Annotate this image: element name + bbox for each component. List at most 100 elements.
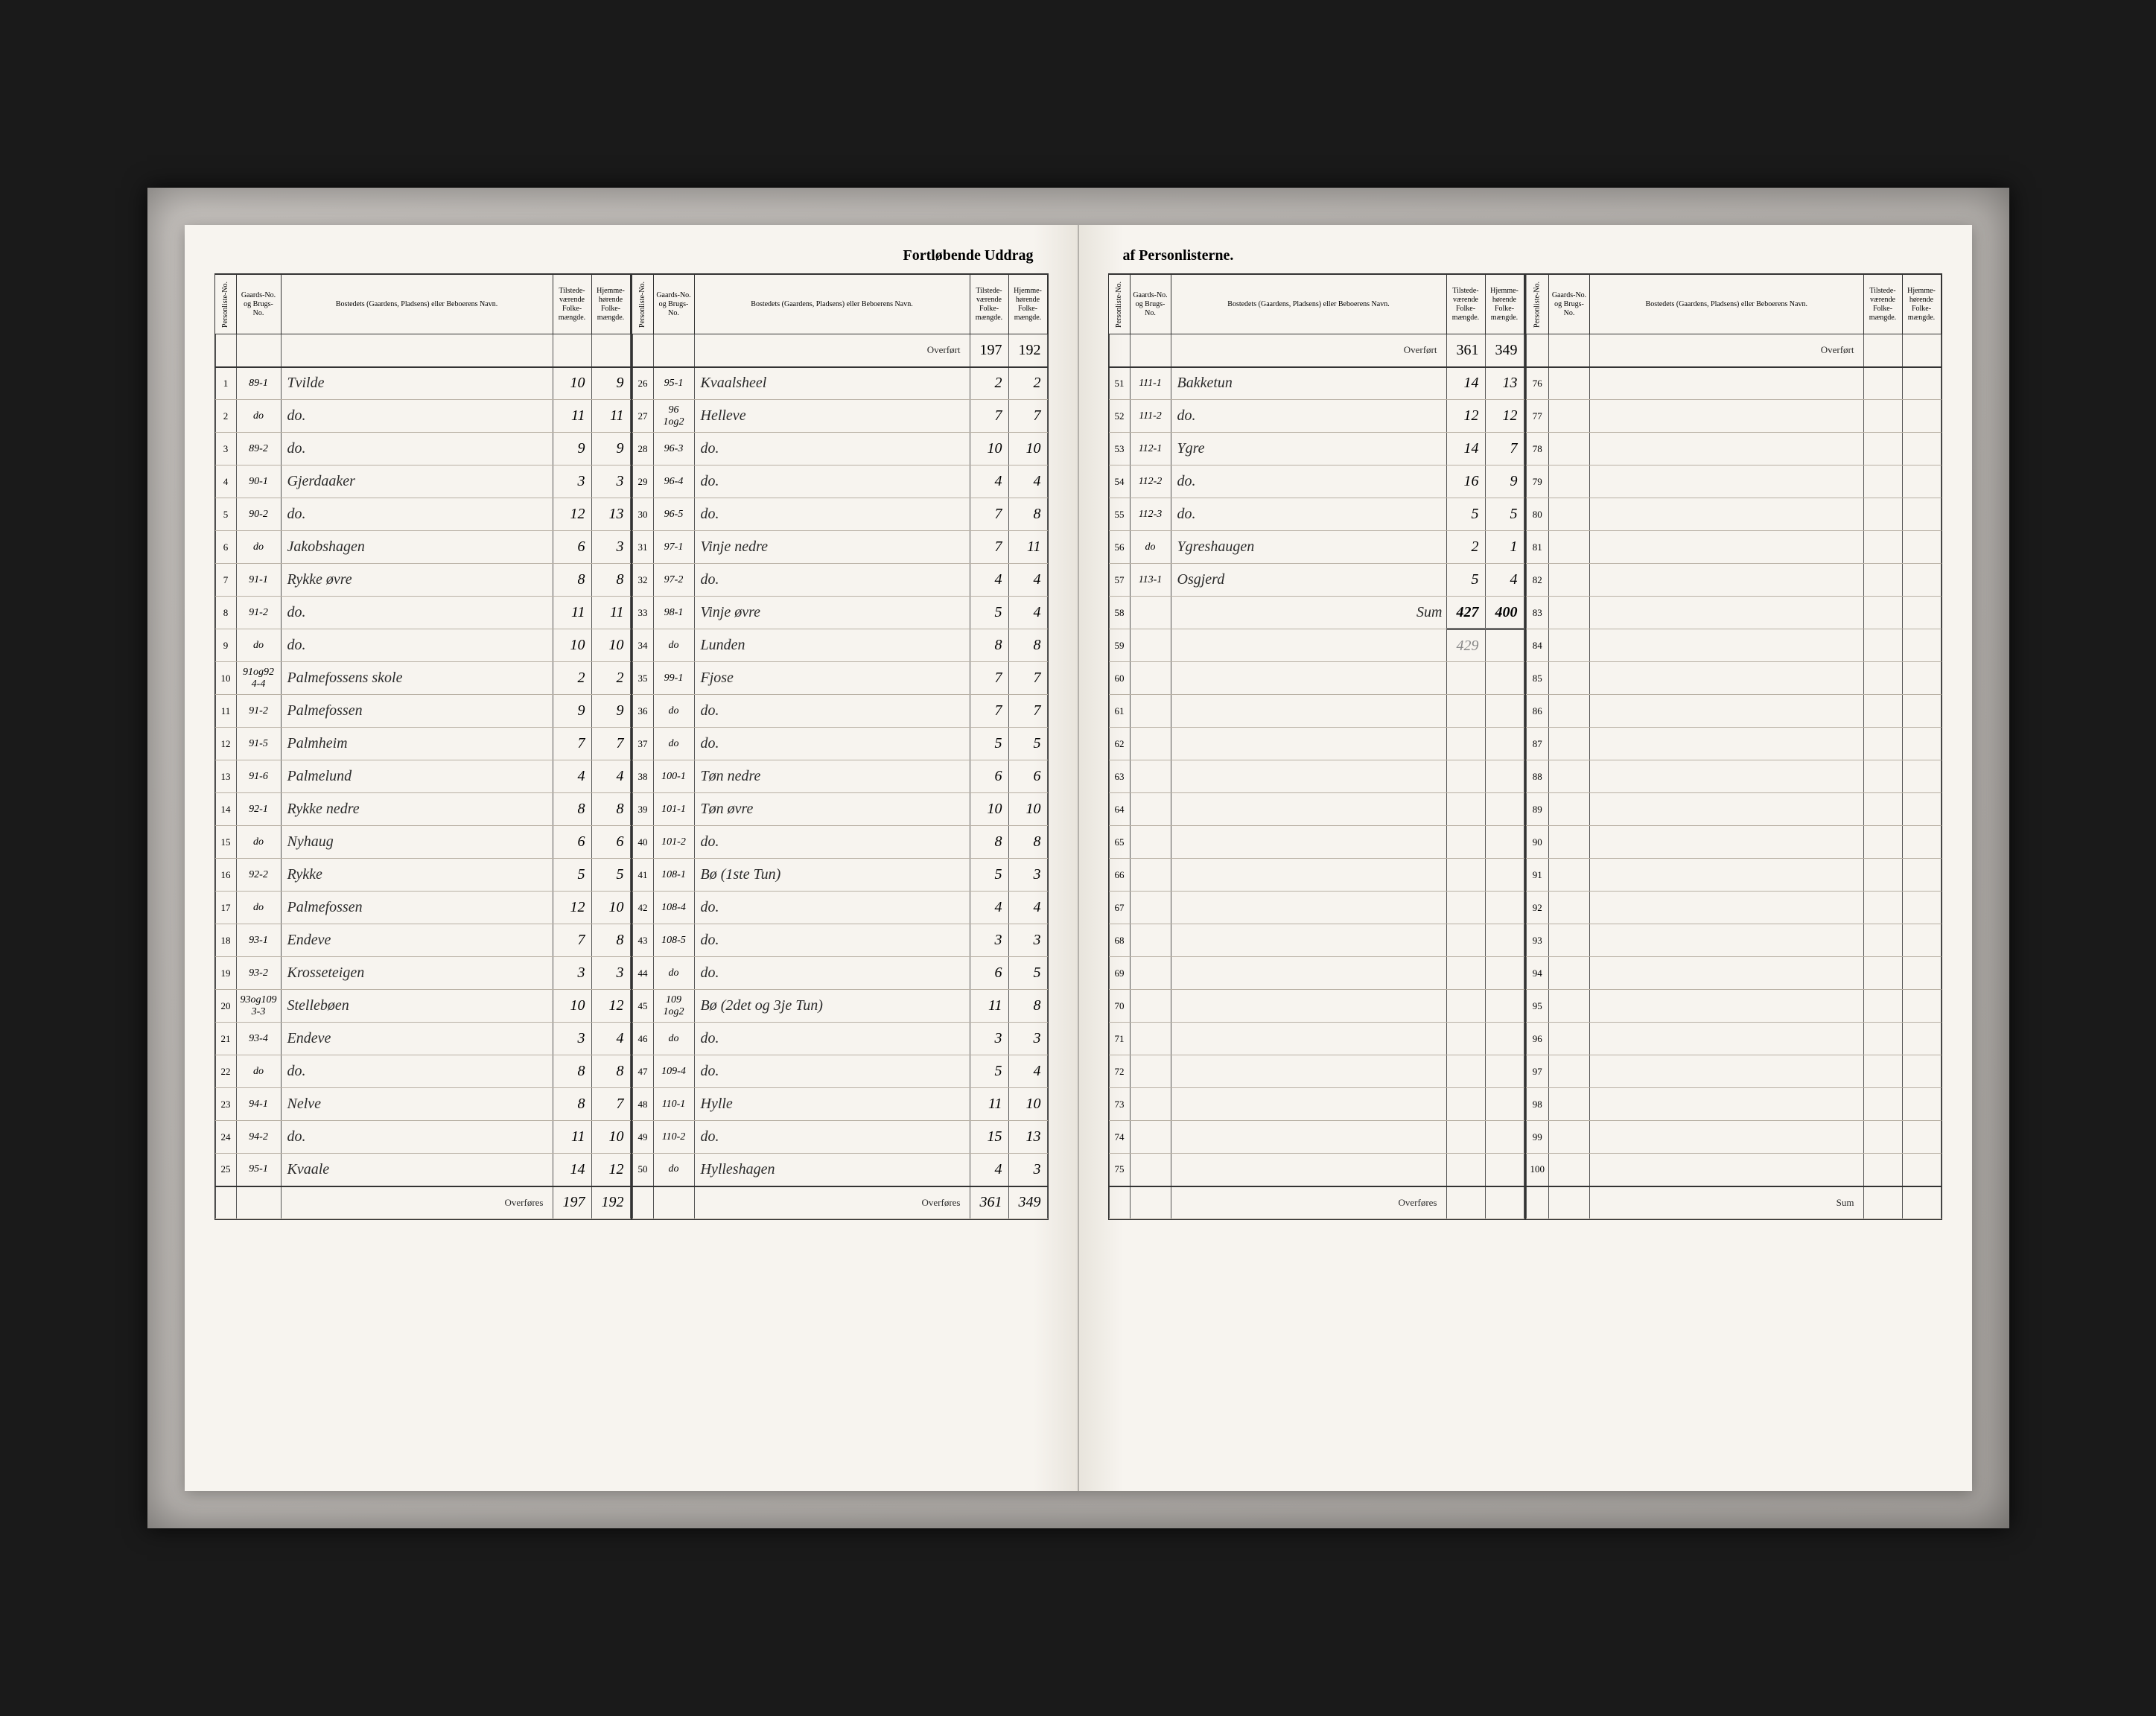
row-hjemme: 5 xyxy=(1485,498,1524,531)
row-num: 78 xyxy=(1526,433,1549,465)
row-gaard: 97-1 xyxy=(653,531,694,564)
row-name: Gjerdaaker xyxy=(281,465,553,498)
photo-frame: Fortløbende Uddrag Personliste-No. Gaard… xyxy=(147,188,2009,1528)
row-tilstede: 5 xyxy=(1446,564,1485,597)
row-hjemme xyxy=(1485,1055,1524,1088)
row-gaard xyxy=(1549,433,1590,465)
row-tilstede: 10 xyxy=(970,793,1008,826)
table-row: 97 xyxy=(1526,1055,1941,1088)
row-hjemme xyxy=(1485,1121,1524,1154)
table-row: 74 xyxy=(1109,1121,1524,1154)
row-name: do. xyxy=(694,1023,970,1055)
table-row: 78 xyxy=(1526,433,1941,465)
table-row: 62 xyxy=(1109,728,1524,760)
row-hjemme xyxy=(1902,400,1941,433)
table-row: 96 xyxy=(1526,1023,1941,1055)
row-tilstede xyxy=(1863,1023,1902,1055)
row-gaard xyxy=(1549,760,1590,793)
row-tilstede: 2 xyxy=(970,367,1008,400)
row-num: 7 xyxy=(215,564,236,597)
row-name xyxy=(1171,1154,1446,1186)
row-gaard xyxy=(1130,1121,1171,1154)
row-hjemme: 11 xyxy=(591,597,630,629)
overfores-t xyxy=(1446,1186,1485,1219)
row-name: do. xyxy=(694,433,970,465)
row-name: do. xyxy=(694,1121,970,1154)
row-name xyxy=(1590,760,1864,793)
row-hjemme xyxy=(1485,728,1524,760)
table-row: 17doPalmefossen1210 xyxy=(215,892,630,924)
table-row: 2394-1Nelve87 xyxy=(215,1088,630,1121)
row-tilstede xyxy=(1863,728,1902,760)
row-name: do. xyxy=(281,433,553,465)
row-num: 14 xyxy=(215,793,236,826)
row-gaard: 101-1 xyxy=(653,793,694,826)
row-hjemme: 8 xyxy=(1008,826,1047,859)
row-gaard: 91-2 xyxy=(236,695,281,728)
row-num: 69 xyxy=(1109,957,1130,990)
table-row: 2595-1Kvaale1412 xyxy=(215,1154,630,1186)
row-gaard xyxy=(1549,465,1590,498)
row-tilstede: 14 xyxy=(1446,367,1485,400)
row-gaard: 89-2 xyxy=(236,433,281,465)
row-num: 29 xyxy=(632,465,653,498)
row-name: do. xyxy=(694,498,970,531)
table-row: 51111-1Bakketun1413 xyxy=(1109,367,1524,400)
row-tilstede xyxy=(1863,662,1902,695)
row-hjemme xyxy=(1902,990,1941,1023)
row-tilstede: 2 xyxy=(1446,531,1485,564)
table-row: 92 xyxy=(1526,892,1941,924)
row-hjemme xyxy=(1485,662,1524,695)
row-num: 62 xyxy=(1109,728,1130,760)
row-name: Tøn øvre xyxy=(694,793,970,826)
table-1: Personliste-No. Gaards-No. og Brugs-No. … xyxy=(215,274,631,1219)
row-hjemme xyxy=(1485,990,1524,1023)
row-num: 23 xyxy=(215,1088,236,1121)
row-hjemme: 10 xyxy=(591,892,630,924)
hdr-hjemme: Hjemme-hørende Folke-mængde. xyxy=(1485,275,1524,334)
row-gaard xyxy=(1549,367,1590,400)
row-name xyxy=(1171,859,1446,892)
table-row: 6doJakobshagen63 xyxy=(215,531,630,564)
row-tilstede xyxy=(1446,1121,1485,1154)
row-gaard: 93-2 xyxy=(236,957,281,990)
overfores-h: 349 xyxy=(1008,1186,1047,1219)
row-name: Palmefossen xyxy=(281,695,553,728)
hdr-tilstede: Tilstede-værende Folke-mængde. xyxy=(1863,275,1902,334)
row-gaard: 112-1 xyxy=(1130,433,1171,465)
table-row: 54112-2do.169 xyxy=(1109,465,1524,498)
overfores-label: Sum xyxy=(1590,1186,1864,1219)
row-gaard: 96-4 xyxy=(653,465,694,498)
row-hjemme: 10 xyxy=(1008,793,1047,826)
table-row: 1492-1Rykke nedre88 xyxy=(215,793,630,826)
row-tilstede: 7 xyxy=(970,498,1008,531)
row-num: 39 xyxy=(632,793,653,826)
hdr-personliste: Personliste-No. xyxy=(1109,275,1130,334)
row-hjemme: 8 xyxy=(591,1055,630,1088)
row-num: 68 xyxy=(1109,924,1130,957)
row-tilstede xyxy=(1863,1121,1902,1154)
table-row: 49110-2do.1513 xyxy=(632,1121,1047,1154)
row-gaard: 108-1 xyxy=(653,859,694,892)
row-name xyxy=(1171,1023,1446,1055)
row-gaard: do xyxy=(653,1154,694,1186)
row-hjemme xyxy=(1902,433,1941,465)
row-hjemme: 4 xyxy=(591,760,630,793)
row-name: Ygreshaugen xyxy=(1171,531,1446,564)
table-row: 56doYgreshaugen21 xyxy=(1109,531,1524,564)
row-hjemme: 3 xyxy=(1008,1154,1047,1186)
row-hjemme xyxy=(1902,760,1941,793)
row-hjemme: 4 xyxy=(591,1023,630,1055)
row-name: Rykke xyxy=(281,859,553,892)
extra-sum: 429 xyxy=(1446,629,1485,662)
row-name: Stellebøen xyxy=(281,990,553,1023)
row-tilstede: 3 xyxy=(970,924,1008,957)
row-hjemme: 1 xyxy=(1485,531,1524,564)
hdr-gaard: Gaards-No. og Brugs-No. xyxy=(1549,275,1590,334)
table-row: 1692-2Rykke55 xyxy=(215,859,630,892)
table-row: 891-2do.1111 xyxy=(215,597,630,629)
table-row: 59429 xyxy=(1109,629,1524,662)
row-gaard xyxy=(1549,1121,1590,1154)
row-tilstede xyxy=(1863,793,1902,826)
row-name xyxy=(1590,662,1864,695)
